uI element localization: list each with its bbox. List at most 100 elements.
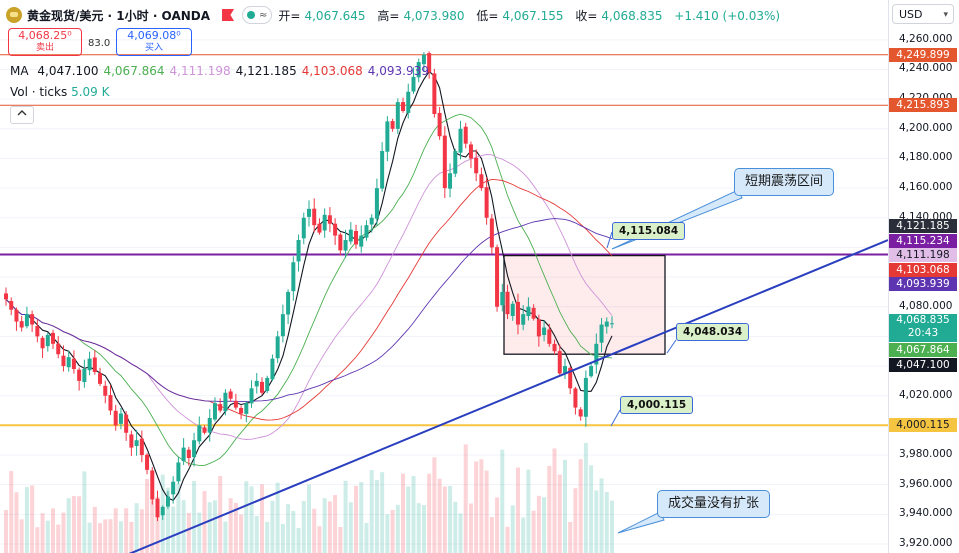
volume-callout[interactable]: 成交量没有扩张 bbox=[657, 490, 771, 518]
candle bbox=[35, 319, 40, 343]
range-callout[interactable]: 短期震荡区间 bbox=[734, 168, 835, 196]
volume-bar bbox=[181, 500, 186, 553]
volume-bars bbox=[4, 443, 614, 553]
label-mid-pointer bbox=[666, 339, 677, 354]
candle bbox=[468, 141, 473, 169]
candle bbox=[202, 425, 207, 435]
candle bbox=[171, 476, 176, 504]
volume-bar bbox=[103, 519, 108, 553]
candle bbox=[265, 375, 270, 394]
close-label: 收= bbox=[575, 8, 598, 23]
ma-legend[interactable]: MA 4,047.100 4,067.864 4,111.198 4,121.185 4… bbox=[10, 64, 439, 78]
volume-bar bbox=[207, 502, 212, 553]
candle-body bbox=[474, 157, 479, 174]
candle bbox=[301, 212, 306, 245]
candle-body bbox=[113, 410, 118, 426]
candle bbox=[56, 336, 61, 359]
volume-bar bbox=[505, 526, 510, 553]
candle bbox=[369, 214, 374, 233]
candle bbox=[192, 432, 197, 467]
candle bbox=[562, 358, 567, 379]
symbol-title[interactable]: 黄金现货/美元 · 1小时 · OANDA bbox=[27, 8, 211, 23]
price-label-top[interactable]: 4,115.084 bbox=[612, 222, 686, 240]
collapse-legend-button[interactable] bbox=[10, 106, 34, 124]
candle bbox=[118, 408, 123, 430]
candle-body bbox=[218, 404, 223, 411]
candle bbox=[244, 401, 249, 423]
volume-bar bbox=[333, 495, 338, 553]
candle bbox=[594, 333, 599, 374]
candle-body bbox=[395, 102, 400, 129]
candle-body bbox=[432, 73, 437, 114]
volume-bar bbox=[113, 508, 118, 553]
candle-body bbox=[448, 173, 453, 189]
flag-icon[interactable] bbox=[222, 9, 235, 21]
candle-body bbox=[19, 321, 24, 328]
candle-body bbox=[171, 481, 176, 495]
volume-bar bbox=[35, 527, 40, 553]
axis-tick-label: 4,200.000 bbox=[899, 121, 953, 134]
candle bbox=[385, 116, 390, 162]
candle bbox=[129, 430, 134, 456]
ma-line-1 bbox=[5, 70, 613, 502]
candle bbox=[181, 438, 186, 465]
label-low-pointer bbox=[610, 409, 621, 427]
candle-body bbox=[526, 306, 531, 316]
candle bbox=[66, 350, 71, 372]
axis-tick-label: 4,080.000 bbox=[899, 299, 953, 312]
candle-body bbox=[536, 319, 541, 337]
candle bbox=[71, 350, 76, 374]
volume-bar bbox=[275, 482, 280, 553]
currency-select[interactable]: USD ▾ bbox=[892, 4, 954, 24]
volume-bar bbox=[223, 521, 228, 553]
volume-bar bbox=[186, 512, 191, 553]
price-tag-value: 4,093.939 bbox=[896, 278, 950, 290]
price-tag-value: 4,067.864 bbox=[896, 344, 950, 356]
volume-bar bbox=[134, 503, 139, 553]
price-label-low[interactable]: 4,000.115 bbox=[620, 396, 694, 414]
candle bbox=[223, 389, 228, 416]
market-status-pill[interactable]: ≈ bbox=[242, 6, 273, 24]
candle bbox=[322, 208, 327, 238]
candle bbox=[327, 207, 332, 233]
buy-button[interactable]: 4,069.08⁰ 买入 bbox=[116, 28, 192, 56]
candle-body bbox=[312, 208, 317, 226]
volume-bar bbox=[489, 517, 494, 553]
candle-body bbox=[552, 343, 557, 352]
candle bbox=[416, 58, 421, 83]
volume-bar bbox=[395, 504, 400, 553]
volume-bar bbox=[500, 449, 505, 553]
volume-bar bbox=[165, 487, 170, 553]
candle-body bbox=[374, 188, 379, 219]
candle bbox=[113, 404, 118, 431]
candle-body bbox=[35, 326, 40, 337]
candle-body bbox=[562, 366, 567, 374]
candle-body bbox=[145, 454, 150, 470]
spread-value: 83.0 bbox=[88, 38, 111, 49]
price-tag: 4,103.068 bbox=[889, 263, 957, 277]
candle-body bbox=[301, 217, 306, 239]
candle-body bbox=[531, 307, 536, 319]
price-tag: 4,047.100 bbox=[889, 358, 957, 372]
candle bbox=[254, 373, 259, 394]
candle bbox=[432, 68, 437, 118]
volume-bar bbox=[197, 512, 202, 553]
volume-bar bbox=[92, 506, 97, 553]
candle bbox=[259, 377, 264, 395]
ma-label: MA bbox=[10, 64, 29, 78]
low-value: 4,067.155 bbox=[502, 8, 564, 23]
candle-body bbox=[333, 223, 338, 236]
volume-bar bbox=[515, 467, 520, 553]
candle-body bbox=[583, 377, 588, 417]
candle bbox=[390, 118, 395, 132]
volume-legend[interactable]: Vol · ticks 5.09 K bbox=[10, 85, 109, 99]
candle-body bbox=[610, 323, 614, 325]
candle-body bbox=[542, 327, 547, 336]
price-label-mid[interactable]: 4,048.034 bbox=[676, 323, 750, 341]
volume-bar bbox=[244, 481, 249, 553]
candle-body bbox=[228, 391, 233, 399]
candle-body bbox=[186, 449, 191, 458]
sell-button[interactable]: 4,068.25⁰ 卖出 bbox=[8, 28, 82, 56]
candle bbox=[150, 467, 155, 505]
